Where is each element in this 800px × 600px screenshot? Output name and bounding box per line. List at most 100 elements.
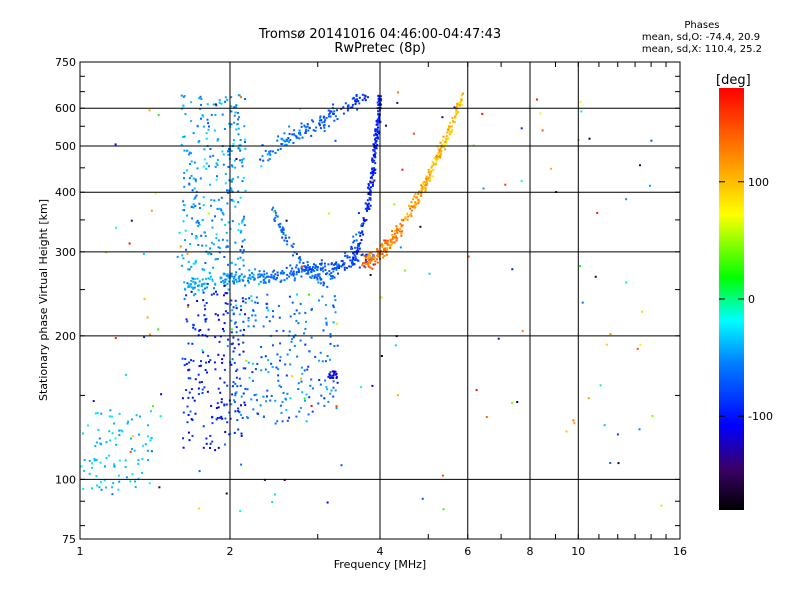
data-point: [191, 342, 194, 345]
data-point: [214, 368, 217, 371]
data-point: [318, 122, 321, 125]
data-point: [233, 431, 236, 434]
data-point: [264, 281, 267, 284]
data-point: [286, 419, 289, 422]
data-point: [368, 256, 371, 259]
data-point: [208, 165, 210, 168]
data-point: [237, 343, 240, 346]
data-point: [327, 400, 330, 403]
data-point: [208, 271, 211, 274]
data-point: [442, 508, 445, 511]
data-point: [209, 447, 211, 449]
data-point: [395, 225, 398, 228]
data-point: [280, 143, 283, 145]
data-point: [334, 389, 337, 392]
data-point: [358, 266, 361, 269]
data-point: [194, 180, 197, 183]
data-point: [441, 116, 444, 119]
data-point: [374, 147, 376, 150]
data-point: [202, 125, 205, 128]
data-point: [200, 103, 202, 106]
data-point: [319, 278, 322, 281]
data-point: [288, 132, 291, 135]
data-point: [230, 403, 233, 406]
data-point: [220, 276, 223, 279]
data-point: [322, 266, 325, 269]
data-point: [220, 196, 223, 199]
data-point: [290, 273, 293, 276]
data-point: [247, 319, 250, 322]
data-point: [267, 275, 270, 278]
data-point: [446, 136, 449, 139]
data-point: [305, 393, 308, 396]
data-point: [223, 272, 226, 275]
data-point: [210, 204, 212, 207]
data-point: [227, 221, 230, 224]
data-point: [247, 361, 250, 364]
data-point: [202, 196, 205, 199]
data-point: [417, 198, 420, 201]
data-point: [241, 245, 243, 248]
data-point: [377, 116, 380, 119]
data-point: [80, 465, 83, 468]
data-point: [109, 409, 112, 412]
data-point: [374, 263, 376, 266]
data-point: [251, 371, 254, 374]
data-point: [194, 196, 197, 199]
data-point: [248, 376, 251, 379]
data-point: [344, 255, 347, 257]
data-point: [230, 343, 233, 346]
data-point: [242, 333, 245, 336]
data-point: [369, 274, 372, 276]
data-point: [244, 98, 247, 100]
data-point: [293, 133, 295, 136]
data-point: [239, 149, 242, 152]
data-point: [207, 277, 210, 280]
data-point: [99, 480, 102, 483]
data-point: [189, 152, 192, 155]
data-point: [304, 311, 307, 314]
data-point: [276, 420, 279, 423]
data-point: [213, 361, 216, 364]
data-point: [185, 362, 188, 365]
data-point: [259, 158, 262, 161]
x-tick-label: 4: [377, 545, 384, 558]
data-point: [311, 266, 314, 269]
data-point: [208, 360, 210, 363]
data-point: [248, 274, 251, 277]
data-point: [234, 382, 237, 385]
data-point: [298, 261, 301, 264]
data-point: [330, 110, 333, 113]
data-point: [182, 209, 185, 212]
data-point: [137, 477, 140, 480]
data-point: [311, 119, 313, 122]
data-point: [440, 143, 443, 146]
data-point: [291, 272, 294, 275]
data-point: [350, 245, 353, 248]
data-point: [322, 329, 325, 332]
data-point: [270, 273, 273, 276]
data-point: [233, 139, 235, 142]
data-point: [204, 320, 207, 323]
data-point: [292, 141, 295, 144]
data-point: [211, 279, 214, 282]
data-point: [223, 322, 226, 325]
data-point: [183, 281, 186, 284]
data-point: [227, 276, 230, 279]
data-point: [190, 279, 193, 282]
data-point: [392, 236, 395, 239]
data-point: [202, 283, 205, 286]
data-point: [266, 389, 269, 392]
data-point: [348, 256, 351, 259]
data-point: [441, 474, 444, 477]
data-point: [241, 416, 244, 419]
data-point: [279, 147, 282, 150]
data-point: [369, 204, 372, 207]
data-point: [271, 276, 274, 279]
data-point: [425, 187, 427, 190]
data-point: [194, 237, 197, 240]
data-point: [258, 283, 260, 285]
data-point: [200, 98, 203, 100]
data-point: [431, 175, 434, 178]
data-point: [279, 356, 282, 359]
